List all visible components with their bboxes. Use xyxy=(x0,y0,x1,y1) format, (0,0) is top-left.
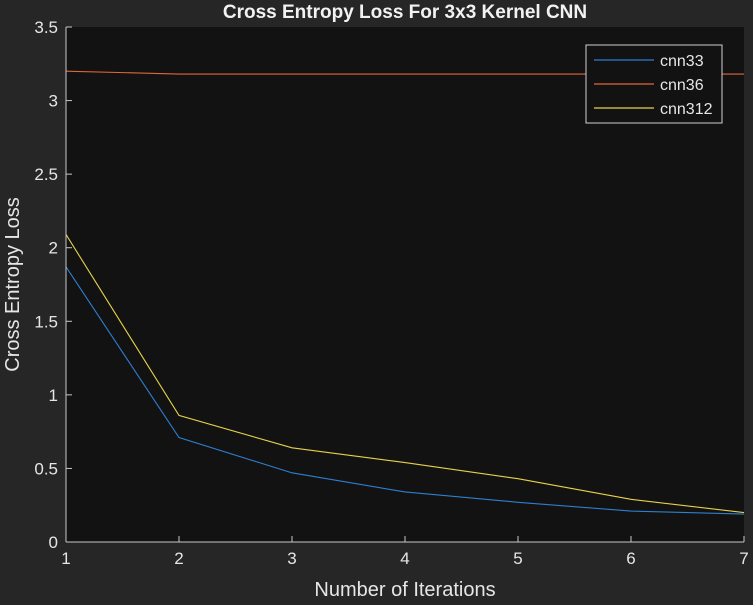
x-tick-label: 6 xyxy=(626,549,635,568)
y-tick-label: 0.5 xyxy=(34,459,58,478)
legend: cnn33 cnn36 cnn312 xyxy=(585,44,723,124)
y-axis-label: Cross Entropy Loss xyxy=(2,197,24,372)
y-tick-label: 1 xyxy=(49,386,58,405)
legend-label-cnn312: cnn312 xyxy=(660,101,713,118)
y-tick-label: 1.5 xyxy=(34,312,58,331)
x-tick-label: 4 xyxy=(400,549,409,568)
y-tick-label: 0 xyxy=(49,533,58,552)
axes: 1 2 3 4 5 6 7 0 0.5 1 1.5 2 2.5 3 3.5 xyxy=(34,18,748,568)
x-tick-label: 1 xyxy=(61,549,70,568)
legend-label-cnn33: cnn33 xyxy=(660,53,704,70)
x-tick-label: 3 xyxy=(287,549,296,568)
y-tick-label: 3.5 xyxy=(34,18,58,37)
x-tick-label: 2 xyxy=(174,549,183,568)
x-tick-label: 5 xyxy=(513,549,522,568)
series-line-cnn312 xyxy=(65,234,745,514)
chart-title: Cross Entropy Loss For 3x3 Kernel CNN xyxy=(223,2,587,23)
x-axis-label: Number of Iterations xyxy=(314,579,495,600)
series-line-cnn33 xyxy=(65,266,745,515)
x-tick-label: 7 xyxy=(739,549,748,568)
legend-label-cnn36: cnn36 xyxy=(660,77,704,94)
y-tick-label: 3 xyxy=(49,92,58,111)
y-tick-label: 2.5 xyxy=(34,165,58,184)
y-tick-label: 2 xyxy=(49,239,58,258)
